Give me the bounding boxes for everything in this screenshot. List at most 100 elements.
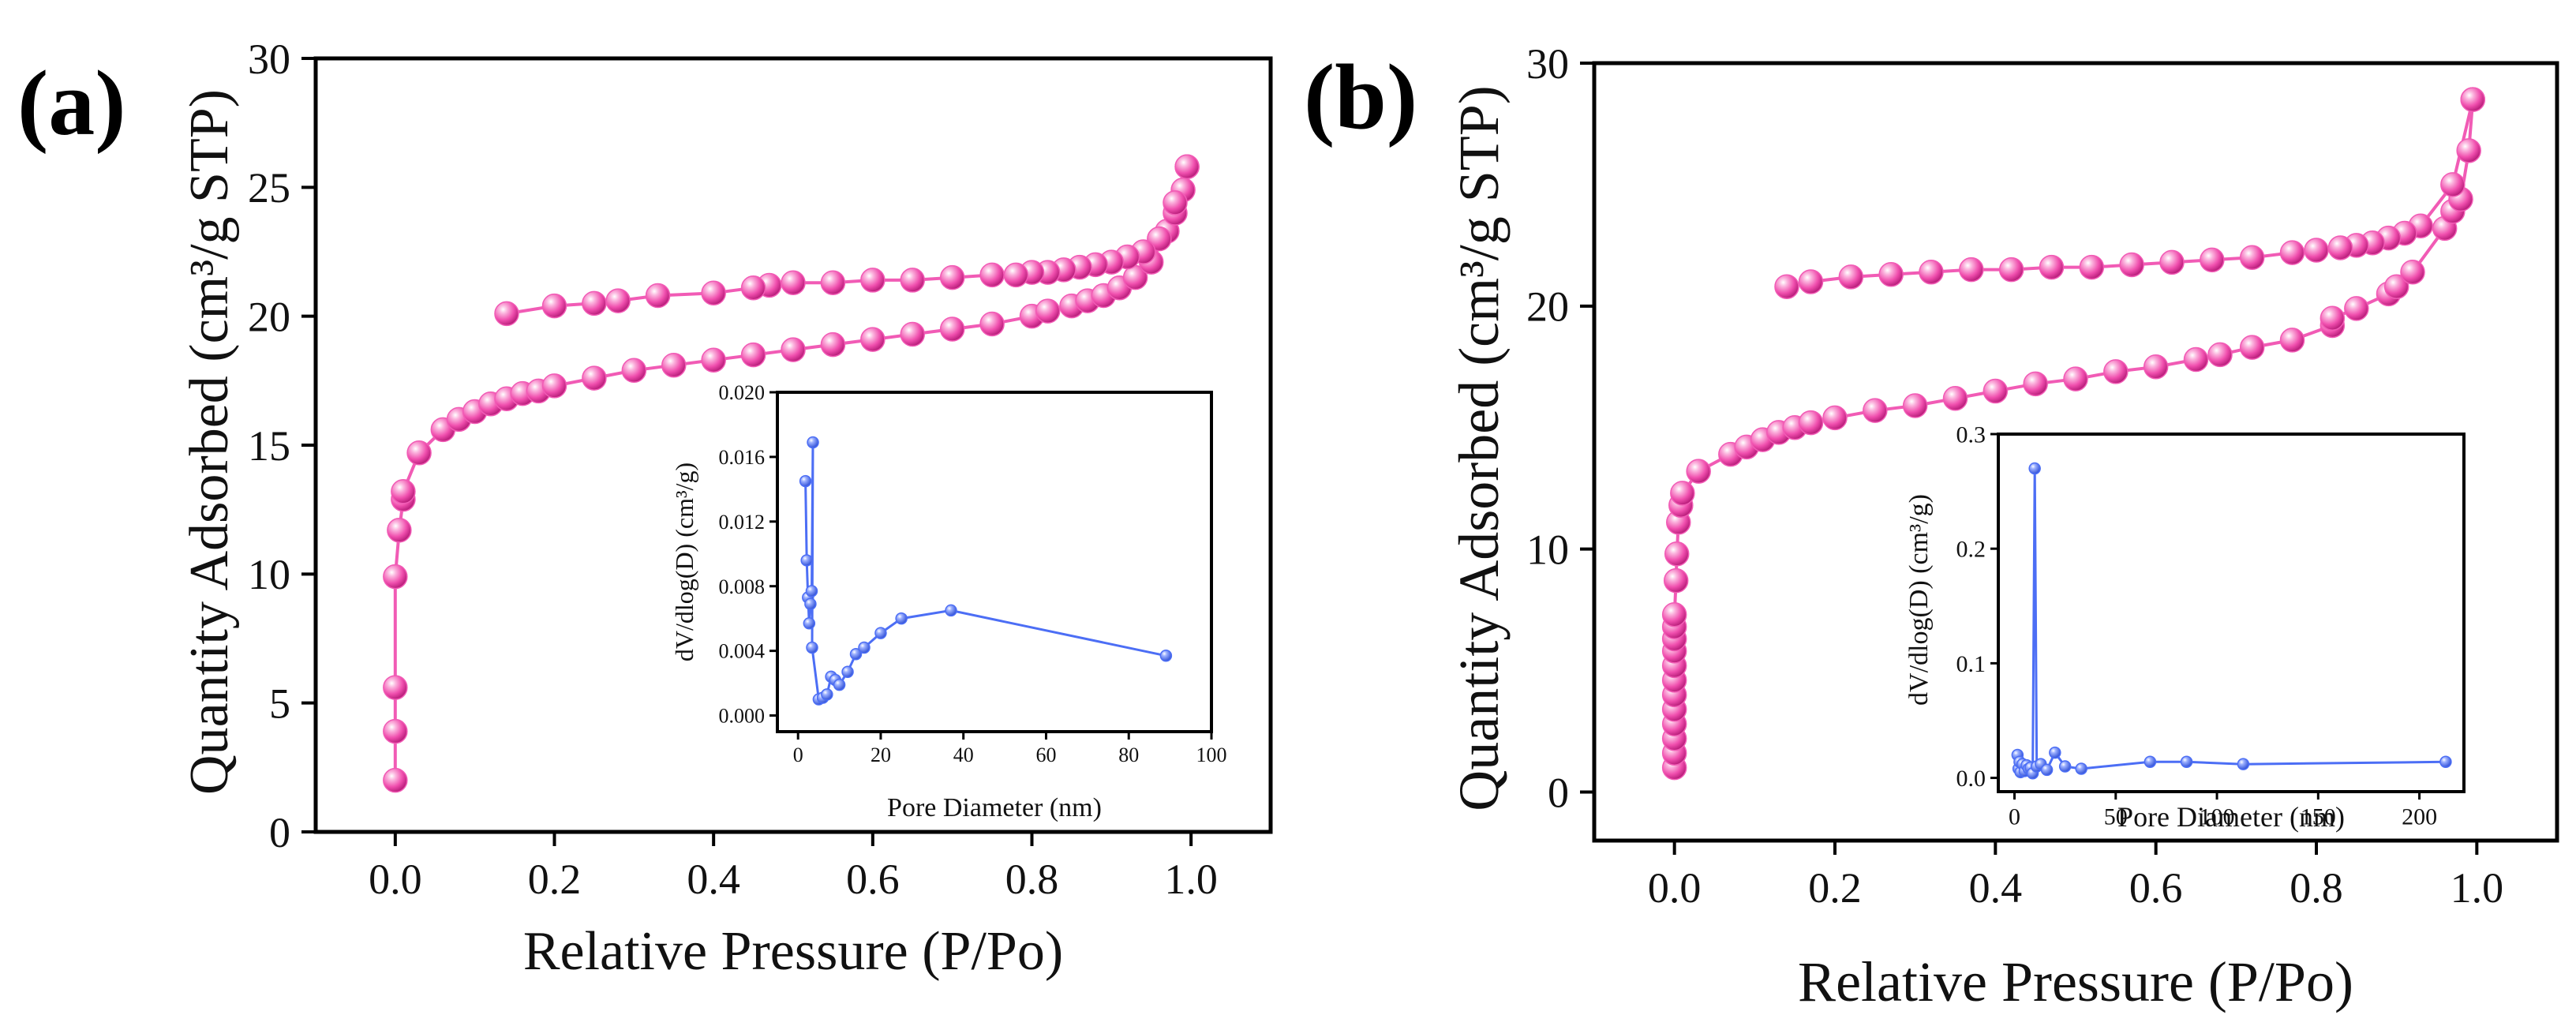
isotherm-adsorption-point [383, 718, 408, 744]
isotherm-desorption-point [781, 270, 806, 295]
isotherm-adsorption-point [860, 327, 886, 352]
inset-x-axis-a: 0 20 40 60 80 100 [793, 732, 1227, 766]
x-tick-label: 40 [953, 743, 974, 766]
isotherm-desorption-point [1959, 257, 1984, 283]
psd-point [805, 585, 818, 597]
psd-point [807, 436, 819, 449]
psd-point [2075, 762, 2087, 775]
psd-point [1159, 650, 1173, 662]
isotherm-adsorption-point [661, 352, 687, 378]
psd-point [2237, 758, 2250, 770]
isotherm-adsorption-point [1942, 386, 1968, 411]
isotherm-adsorption-point [979, 311, 1005, 337]
x-tick-label: 0.8 [2290, 864, 2343, 912]
isotherm-adsorption-point [2383, 274, 2409, 299]
isotherm-adsorption-point [1983, 378, 2009, 404]
x-tick-label: 0.8 [1005, 856, 1059, 903]
panel-label-a: (a) [17, 51, 126, 155]
isotherm-adsorption-point [1663, 567, 1689, 594]
isotherm-adsorption-point [391, 479, 416, 504]
isotherm-adsorption-point [2063, 366, 2088, 391]
y-tick-label: 30 [248, 36, 290, 83]
inset-y-label-b: dV/dlog(D) (cm³/g) [1904, 494, 1934, 706]
psd-point [849, 647, 863, 661]
isotherm-adsorption-point [2103, 359, 2129, 384]
psd-point [2144, 755, 2157, 768]
x-tick-label: 0 [2009, 804, 2020, 830]
x-tick-label: 0.6 [2129, 864, 2183, 912]
isotherm-desorption-point [860, 268, 886, 293]
isotherm-adsorption-point [383, 767, 408, 793]
panel-a: (a) 0 5 10 15 20 25 30 0.0 0.2 0.4 0.6 0.8 1.0 Rela… [17, 36, 1273, 982]
isotherm-desorption-point [2119, 252, 2144, 278]
isotherm-adsorption-point [701, 347, 726, 373]
isotherm-desorption-point [740, 275, 766, 301]
isotherm-desorption-point [1174, 154, 1200, 179]
isotherm-adsorption-point [406, 440, 432, 466]
y-tick-label: 0 [269, 809, 290, 856]
y-tick-label: 0.0 [1956, 766, 1986, 792]
y-tick-label: 0.020 [719, 381, 766, 404]
isotherm-adsorption-point [1686, 459, 1711, 484]
psd-point [2180, 755, 2193, 768]
isotherm-adsorption-point [2239, 335, 2265, 360]
inset-y-axis-a: 0.000 0.004 0.008 0.012 0.016 0.020 [719, 381, 777, 728]
psd-point [841, 665, 854, 678]
y-tick-label: 0.2 [1956, 537, 1986, 563]
isotherm-desorption-point [900, 268, 925, 293]
isotherm-adsorption-point [2400, 259, 2425, 285]
x-tick-label: 0.2 [1808, 864, 1862, 912]
psd-point [874, 627, 887, 639]
isotherm-adsorption-point [820, 331, 846, 358]
isotherm-desorption-point [582, 290, 607, 316]
y-tick-label: 0.000 [719, 705, 766, 728]
isotherm-desorption-point [2239, 245, 2265, 270]
isotherm-adsorption-point [2207, 342, 2233, 368]
psd-point [2028, 462, 2041, 475]
inset-x-axis-b: 0 50 100 150 200 [2009, 792, 2437, 830]
isotherm-adsorption-point [939, 316, 965, 342]
isotherm-desorption-point [645, 283, 671, 309]
x-tick-label: 100 [2200, 804, 2235, 830]
x-tick-label: 1.0 [2451, 864, 2504, 912]
isotherm-adsorption-point [1670, 481, 1695, 506]
isotherm-desorption-point [605, 288, 631, 313]
isotherm-desorption-point [2159, 249, 2185, 275]
isotherm-adsorption-point [2279, 328, 2305, 353]
x-tick-label: 0.6 [846, 856, 900, 903]
x-tick-label: 0.0 [1648, 864, 1702, 912]
inset-b: 0.0 0.1 0.2 0.3 0 50 100 150 200 Pore Diameter … [1904, 422, 2466, 833]
isotherm-adsorption-point [1822, 405, 1848, 431]
isotherm-adsorption-point [2023, 371, 2048, 397]
inset-x-label-a: Pore Diameter (nm) [887, 793, 1102, 822]
isotherm-desorption-point [1163, 190, 1188, 215]
psd-markers-a [799, 436, 1173, 706]
inset-y-axis-b: 0.0 0.1 0.2 0.3 [1956, 422, 1998, 792]
y-tick-label: 0.1 [1956, 651, 1986, 677]
isotherm-adsorption-point [900, 321, 925, 347]
x-tick-label: 1.0 [1164, 856, 1218, 903]
isotherm-desorption-point [2440, 172, 2466, 197]
isotherm-adsorption-point [781, 337, 806, 362]
x-tick-label: 20 [871, 743, 891, 766]
y-tick-label: 10 [1526, 526, 1569, 574]
isotherm-desorption-point [701, 280, 726, 306]
inset-frame-b [1997, 433, 2466, 793]
panel-label-b: (b) [1304, 45, 1417, 148]
isotherm-desorption-point [820, 270, 846, 295]
psd-point [2049, 746, 2061, 759]
isotherm-desorption-point [1998, 257, 2024, 283]
isotherm-adsorption-point [2143, 354, 2169, 380]
x-tick-label: 0.4 [1969, 864, 2023, 912]
inset-x-label-b: Pore Diameter (nm) [2117, 801, 2345, 833]
psd-point [945, 604, 957, 617]
psd-point [2058, 760, 2072, 773]
isotherm-adsorption-point [383, 675, 408, 700]
y-tick-label: 20 [248, 294, 290, 341]
x-tick-label: 150 [2301, 804, 2336, 830]
x-axis-label-a: Relative Pressure (P/Po) [523, 921, 1063, 982]
x-axis-b: 0.0 0.2 0.4 0.6 0.8 1.0 [1648, 841, 2503, 912]
plot-frame-b [1592, 61, 2559, 843]
y-tick-label: 10 [248, 551, 290, 598]
x-tick-label: 80 [1118, 743, 1139, 766]
